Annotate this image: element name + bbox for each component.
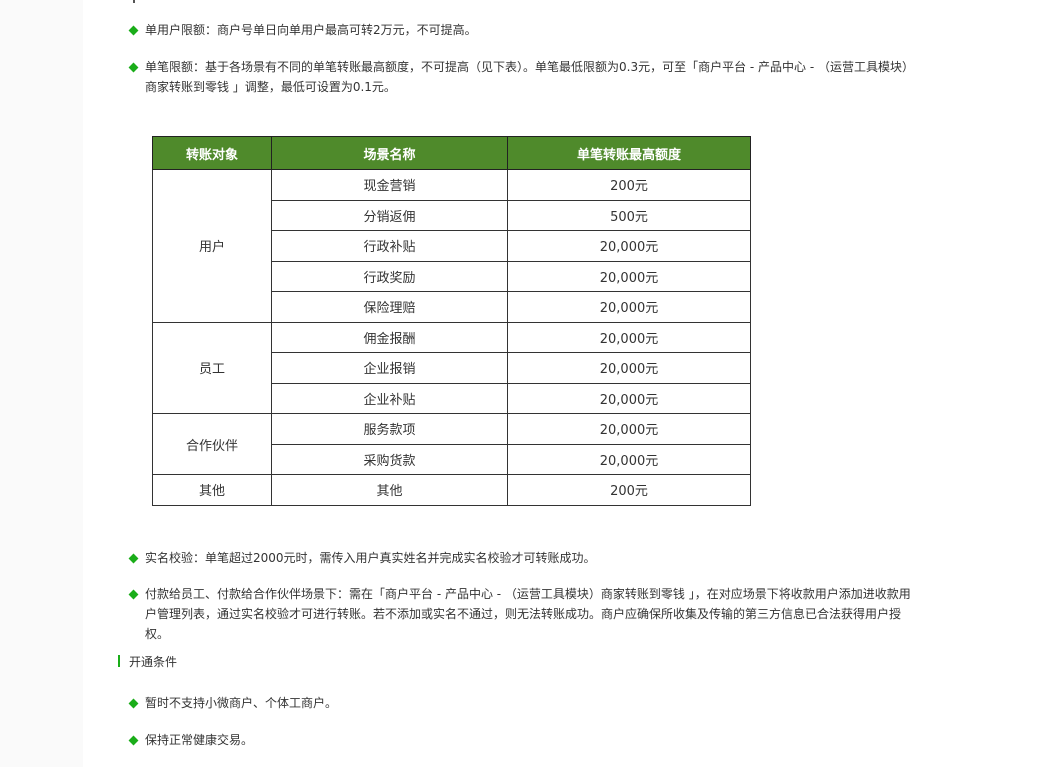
table-row: 企业报销 20,000元 <box>153 352 751 384</box>
bullet-text: 单笔限额：基于各场景有不同的单笔转账最高额度，不可提高（见下表）。单笔最低限额为… <box>145 60 915 94</box>
target-cell: 合作伙伴 <box>152 413 272 475</box>
table-row: 分销返佣 500元 <box>153 199 751 231</box>
scene-cell: 分销返佣 <box>271 199 508 231</box>
bullet-text: 付款给员工、付款给合作伙伴场景下：需在「商户平台 - 产品中心 - （运营工具模… <box>145 587 911 641</box>
table-row: 员工 佣金报酬 20,000元 <box>152 321 751 414</box>
scene-cell: 现金营销 <box>271 169 508 201</box>
table-row: 其他 其他 200元 <box>152 474 751 506</box>
table-row: 企业补贴 20,000元 <box>153 382 751 414</box>
limit-cell: 20,000元 <box>507 443 751 475</box>
scene-cell: 服务款项 <box>271 413 508 445</box>
table-row: 合作伙伴 服务款项 20,000元 <box>152 413 751 475</box>
limit-cell: 20,000元 <box>507 291 751 323</box>
table-row: 用户 现金营销 200元 <box>152 169 751 323</box>
target-cell: 其他 <box>152 474 272 506</box>
bullet-item: 实名校验：单笔超过2000元时，需传入用户真实姓名并完成实名校验才可转账成功。 <box>128 548 920 568</box>
target-cell: 员工 <box>152 321 272 414</box>
scene-cell: 采购货款 <box>271 443 508 475</box>
table-row: 采购货款 20,000元 <box>153 443 751 475</box>
limit-cell: 20,000元 <box>507 352 751 384</box>
table-row: 行政奖励 20,000元 <box>153 260 751 292</box>
limit-cell: 20,000元 <box>507 413 751 445</box>
diamond-bullet-icon <box>128 62 139 73</box>
bullet-item: 单用户限额：商户号单日向单用户最高可转2万元，不可提高。 <box>128 20 920 40</box>
scene-cell: 行政补贴 <box>271 230 508 262</box>
heading-bar <box>118 655 120 667</box>
bullet-item: 付款给员工、付款给合作伙伴场景下：需在「商户平台 - 产品中心 - （运营工具模… <box>128 584 920 644</box>
bullet-item: 单笔限额：基于各场景有不同的单笔转账最高额度，不可提高（见下表）。单笔最低限额为… <box>128 57 920 97</box>
diamond-bullet-icon <box>128 553 139 564</box>
divider <box>133 0 135 3</box>
limit-cell: 20,000元 <box>507 321 751 353</box>
bullet-text: 单用户限额：商户号单日向单用户最高可转2万元，不可提高。 <box>145 23 477 37</box>
bullet-text: 暂时不支持小微商户、个体工商户。 <box>145 696 338 710</box>
diamond-bullet-icon <box>128 25 139 36</box>
target-cell: 用户 <box>152 169 272 323</box>
limit-cell: 200元 <box>507 169 751 201</box>
diamond-bullet-icon <box>128 589 139 600</box>
scene-cell: 企业报销 <box>271 352 508 384</box>
diamond-bullet-icon <box>128 735 139 746</box>
table-row: 行政补贴 20,000元 <box>153 230 751 262</box>
section-heading-text: 开通条件 <box>129 655 178 669</box>
limit-cell: 20,000元 <box>507 260 751 292</box>
diamond-bullet-icon <box>128 698 139 709</box>
left-gutter <box>0 0 83 767</box>
limit-cell: 200元 <box>507 474 751 506</box>
scene-cell: 企业补贴 <box>271 382 508 414</box>
limit-cell: 500元 <box>507 199 751 231</box>
section-heading: 开通条件 <box>118 654 177 670</box>
limit-cell: 20,000元 <box>507 230 751 262</box>
table-header: 转账对象 <box>152 136 272 170</box>
transfer-limit-table: 转账对象 场景名称 单笔转账最高额度 用户 现金营销 200元 分销返佣 500元 行政补… <box>152 136 751 506</box>
table-row: 保险理赔 20,000元 <box>153 291 751 323</box>
scene-cell: 行政奖励 <box>271 260 508 292</box>
bullet-text: 保持正常健康交易。 <box>145 733 254 747</box>
bullet-item: 暂时不支持小微商户、个体工商户。 <box>128 693 920 713</box>
scene-cell: 佣金报酬 <box>271 321 508 353</box>
table-header: 场景名称 <box>271 136 508 170</box>
bullet-text: 实名校验：单笔超过2000元时，需传入用户真实姓名并完成实名校验才可转账成功。 <box>145 551 596 565</box>
table-header: 单笔转账最高额度 <box>507 136 751 170</box>
scene-cell: 其他 <box>271 474 508 506</box>
scene-cell: 保险理赔 <box>271 291 508 323</box>
bullet-item: 保持正常健康交易。 <box>128 730 920 750</box>
limit-cell: 20,000元 <box>507 382 751 414</box>
